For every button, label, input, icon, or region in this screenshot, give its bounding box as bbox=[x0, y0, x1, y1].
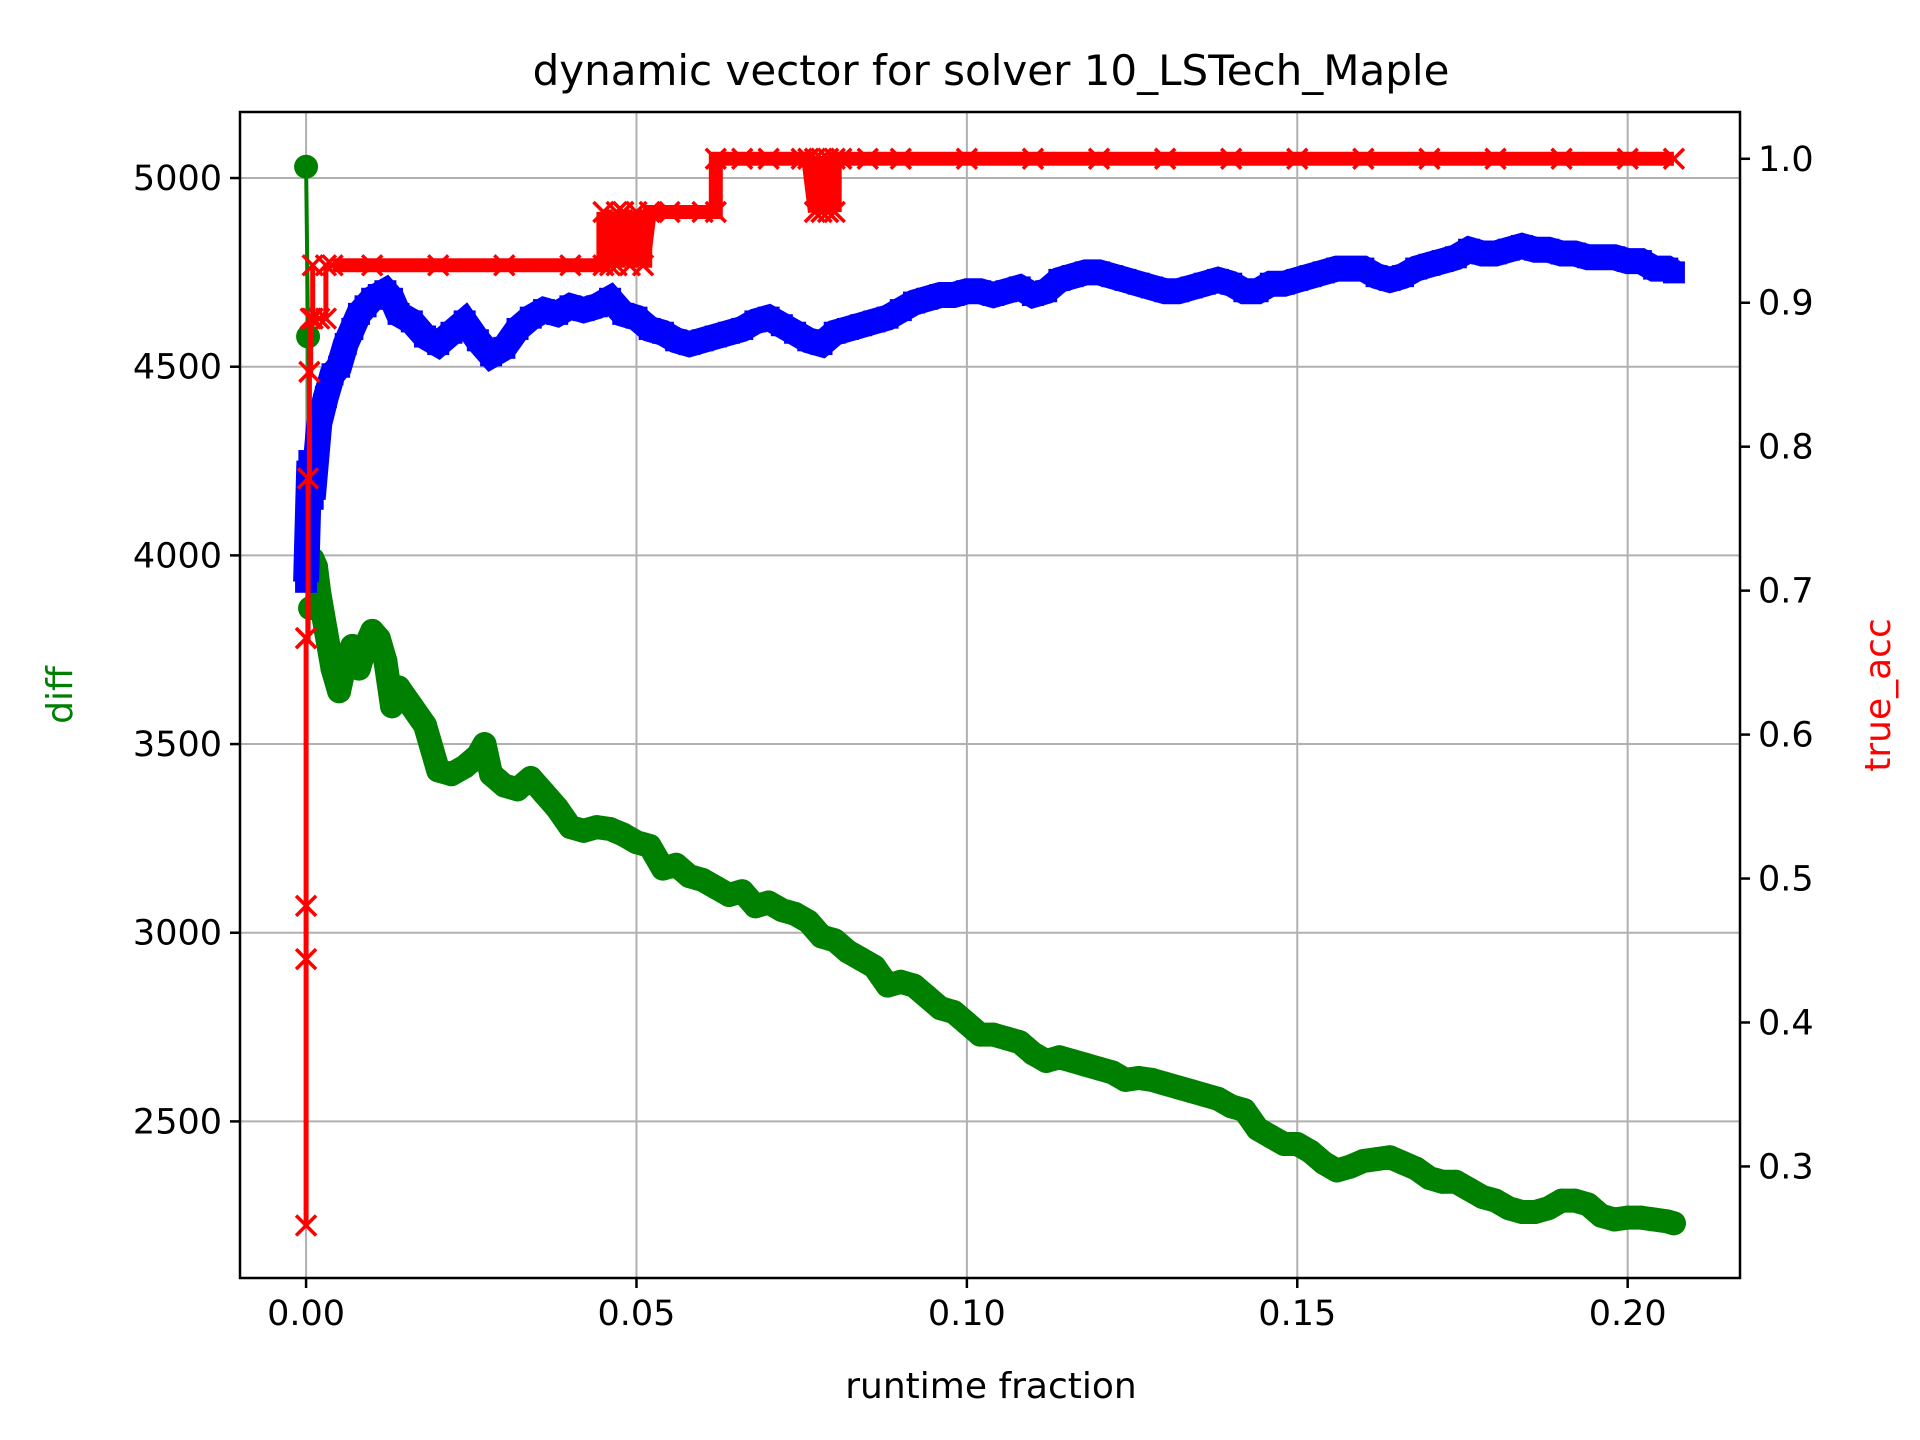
true-acc-marker bbox=[360, 254, 384, 277]
plot-frame bbox=[238, 110, 1742, 1280]
right-y-tick-label: 0.4 bbox=[1758, 1003, 1814, 1043]
true-acc-marker bbox=[823, 147, 846, 171]
diff-series-marker bbox=[379, 694, 404, 719]
true-acc-marker bbox=[631, 254, 655, 277]
true-acc-marker bbox=[830, 147, 853, 171]
true-acc-marker bbox=[493, 254, 516, 277]
blue-series-marker bbox=[493, 336, 516, 359]
x-tick-label: 0.00 bbox=[267, 1294, 345, 1334]
true-acc-marker bbox=[314, 307, 338, 330]
true-acc-marker bbox=[1087, 147, 1111, 171]
left-y-tick-label: 5000 bbox=[133, 159, 222, 199]
true-acc-marker bbox=[321, 254, 344, 277]
blue-series-marker bbox=[1662, 261, 1685, 284]
blue-series-marker bbox=[301, 487, 324, 510]
true-acc-marker bbox=[1484, 147, 1507, 171]
diff-series-marker bbox=[862, 954, 887, 979]
true-acc-marker bbox=[816, 200, 840, 224]
true-acc-marker bbox=[559, 254, 582, 277]
diff-series-marker bbox=[313, 618, 338, 643]
true-acc-marker bbox=[294, 947, 318, 971]
true-acc-marker bbox=[1352, 147, 1375, 171]
true-acc-marker bbox=[856, 147, 879, 171]
chart-title: dynamic vector for solver 10_LSTech_Mapl… bbox=[533, 46, 1450, 95]
blue-series-marker bbox=[308, 412, 331, 435]
true-acc-marker bbox=[1219, 147, 1243, 171]
true-acc-series bbox=[294, 147, 1686, 1237]
right-y-tick-label: 0.6 bbox=[1758, 716, 1814, 756]
left-y-axis: 2500 3000 3500 4000 4500 5000 bbox=[133, 159, 240, 1142]
diff-series-marker bbox=[294, 154, 319, 179]
right-y-axis-title: true_acc bbox=[1858, 618, 1899, 772]
diff-series-marker bbox=[296, 324, 321, 349]
true-acc-marker bbox=[1616, 147, 1639, 171]
x-tick-label: 0.15 bbox=[1258, 1294, 1336, 1334]
left-y-tick-label: 2500 bbox=[133, 1102, 222, 1142]
true-acc-marker bbox=[658, 200, 681, 224]
blue-series-marker bbox=[314, 385, 337, 408]
true-acc-marker bbox=[308, 307, 331, 330]
true-acc-marker bbox=[889, 147, 913, 171]
x-axis-title: runtime fraction bbox=[845, 1366, 1137, 1407]
true-acc-marker bbox=[294, 626, 318, 650]
x-tick-label: 0.20 bbox=[1589, 1294, 1667, 1334]
right-y-tick-label: 1.0 bbox=[1758, 140, 1814, 180]
true-acc-marker bbox=[598, 254, 622, 277]
right-y-tick-label: 0.7 bbox=[1758, 572, 1814, 612]
true-acc-marker bbox=[1286, 147, 1309, 171]
true-acc-marker bbox=[955, 147, 979, 171]
true-acc-marker bbox=[427, 254, 450, 277]
true-acc-marker bbox=[1021, 147, 1045, 171]
blue-series-marker bbox=[453, 310, 476, 333]
right-y-tick-label: 0.8 bbox=[1758, 428, 1814, 468]
true-acc-marker bbox=[1662, 147, 1686, 171]
diff-series-marker bbox=[399, 694, 424, 719]
left-y-tick-label: 4500 bbox=[133, 348, 222, 388]
right-y-tick-label: 0.3 bbox=[1758, 1147, 1814, 1187]
right-y-tick-label: 0.9 bbox=[1758, 284, 1814, 324]
true-acc-marker bbox=[823, 200, 846, 224]
x-axis: 0.00 0.05 0.10 0.15 0.20 bbox=[267, 1278, 1667, 1334]
diff-series-marker bbox=[472, 732, 497, 757]
diff-series-marker bbox=[346, 656, 371, 681]
true-acc-marker bbox=[296, 467, 320, 490]
true-acc-marker bbox=[298, 360, 321, 384]
true-acc-marker bbox=[704, 200, 728, 224]
true-acc-marker bbox=[605, 200, 628, 224]
diff-series-marker bbox=[413, 713, 438, 738]
right-y-axis: 0.3 0.4 0.5 0.6 0.7 0.8 0.9 1.0 bbox=[1740, 140, 1814, 1187]
true-acc-marker bbox=[294, 1214, 318, 1237]
left-y-tick-label: 3000 bbox=[133, 914, 222, 954]
diff-series-marker bbox=[327, 679, 352, 704]
x-tick-label: 0.05 bbox=[598, 1294, 676, 1334]
diff-series-marker bbox=[366, 626, 391, 651]
true-acc-band bbox=[332, 151, 1674, 273]
true-acc-marker bbox=[730, 147, 754, 171]
true-acc-marker bbox=[1550, 147, 1573, 171]
true-acc-marker bbox=[314, 254, 338, 277]
diff-series-marker bbox=[1661, 1211, 1686, 1236]
blue-series bbox=[293, 232, 1685, 593]
x-tick-label: 0.10 bbox=[928, 1294, 1006, 1334]
true-acc-marker bbox=[757, 147, 780, 171]
true-acc-marker bbox=[1418, 147, 1441, 171]
blue-series-marker bbox=[328, 355, 351, 378]
left-y-axis-title: diff bbox=[40, 665, 81, 724]
diff-series-marker bbox=[1232, 1098, 1257, 1123]
diff-series-marker bbox=[373, 649, 398, 674]
true-acc-marker bbox=[704, 147, 728, 171]
diff-series-marker bbox=[386, 675, 411, 700]
true-acc-marker bbox=[294, 894, 318, 918]
true-acc-marker bbox=[1153, 147, 1177, 171]
diff-series-marker bbox=[637, 833, 662, 858]
diff-series-marker bbox=[545, 796, 570, 821]
right-y-tick-label: 0.5 bbox=[1758, 860, 1814, 900]
left-y-tick-label: 3500 bbox=[133, 725, 222, 765]
left-y-tick-label: 4000 bbox=[133, 536, 222, 576]
true-acc-marker bbox=[638, 200, 661, 224]
plot-series bbox=[293, 147, 1686, 1237]
